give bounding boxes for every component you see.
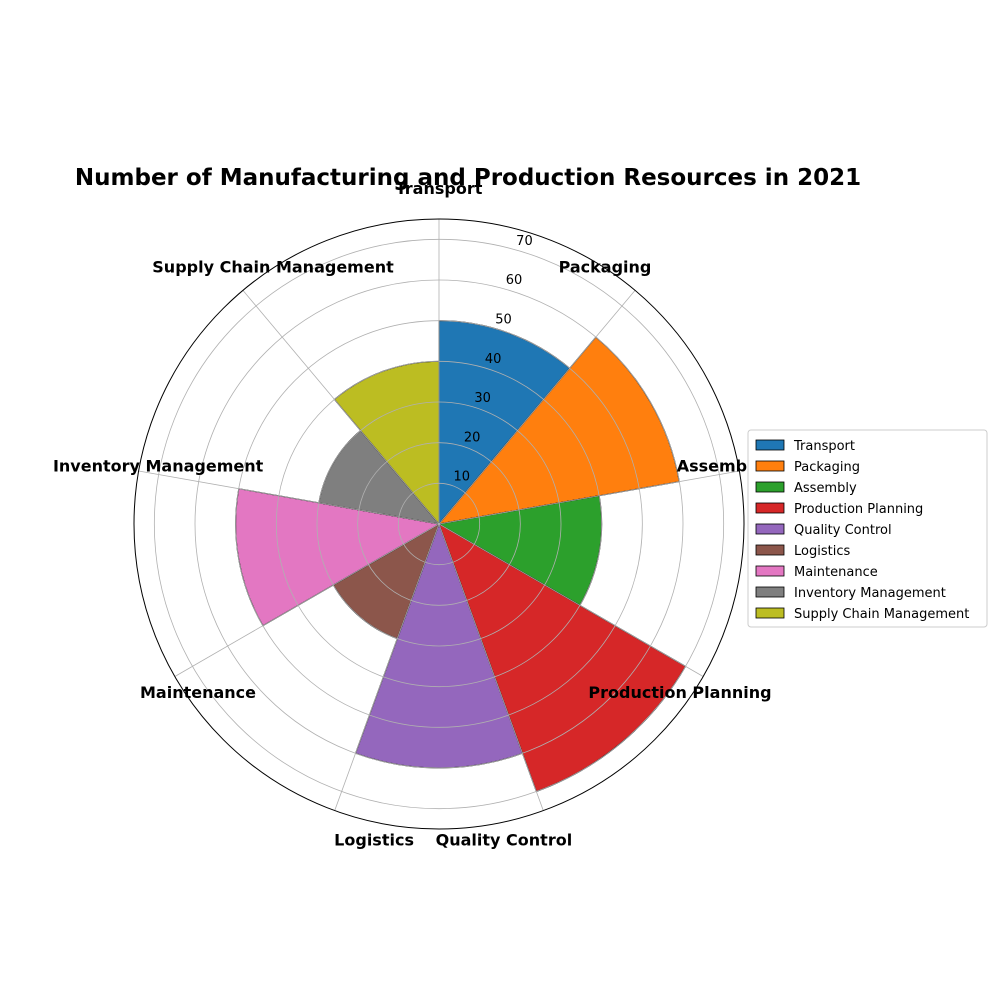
- polar-frame: [133, 218, 745, 830]
- category-label-production-planning: Production Planning: [588, 683, 771, 702]
- category-label-assembly: Assembly: [677, 457, 764, 476]
- axis-layer: 10 20 30 40 50 60 70 Transport Packaging Assembly…: [53, 179, 772, 850]
- legend-swatch-supply-chain-management: [755, 607, 785, 619]
- legend: Transport Packaging Assembly Production Pla…: [747, 429, 988, 628]
- legend-swatch-transport: [755, 439, 785, 451]
- r-tick-label: 20: [464, 430, 481, 445]
- legend-label-transport: Transport: [793, 439, 855, 454]
- category-label-quality-control: Quality Control: [436, 831, 573, 850]
- legend-label-supply-chain-management: Supply Chain Management: [794, 607, 969, 622]
- radial-gridline: [438, 290, 636, 525]
- category-label-inventory-management: Inventory Management: [53, 457, 264, 476]
- legend-swatch-assembly: [755, 481, 785, 493]
- legend-label-packaging: Packaging: [794, 460, 860, 475]
- legend-swatch-maintenance: [755, 565, 785, 577]
- radial-gridline: [138, 470, 440, 525]
- r-tick-label: 60: [506, 273, 523, 288]
- legend-label-assembly: Assembly: [794, 481, 857, 496]
- legend-swatch-quality-control: [755, 523, 785, 535]
- r-tick-label: 10: [453, 470, 470, 485]
- grid-layer: [138, 219, 740, 811]
- legend-label-quality-control: Quality Control: [794, 523, 892, 538]
- category-label-supply-chain-management: Supply Chain Management: [152, 258, 394, 277]
- legend-swatch-production-planning: [755, 502, 785, 514]
- legend-box: [747, 429, 988, 628]
- radial-gridline: [174, 523, 440, 677]
- chart-title: Number of Manufacturing and Production R…: [75, 165, 861, 191]
- category-label-maintenance: Maintenance: [140, 683, 256, 702]
- radial-gridline: [242, 290, 440, 525]
- category-label-transport: Transport: [396, 179, 483, 198]
- legend-label-maintenance: Maintenance: [794, 565, 878, 580]
- r-tick-label: 70: [516, 234, 533, 249]
- radial-gridline: [438, 470, 740, 525]
- category-label-logistics: Logistics: [334, 831, 414, 850]
- legend-label-production-planning: Production Planning: [794, 502, 923, 517]
- legend-label-inventory-management: Inventory Management: [794, 586, 946, 601]
- category-label-packaging: Packaging: [559, 258, 652, 277]
- bars-layer: [235, 320, 687, 793]
- legend-swatch-logistics: [755, 544, 785, 556]
- legend-label-logistics: Logistics: [794, 544, 850, 559]
- legend-swatch-packaging: [755, 460, 785, 472]
- radial-gridline: [334, 523, 440, 811]
- legend-swatch-inventory-management: [755, 586, 785, 598]
- r-tick-label: 40: [485, 352, 502, 367]
- r-tick-label: 30: [474, 391, 491, 406]
- r-tick-label: 50: [495, 313, 512, 328]
- radial-gridline: [438, 523, 544, 811]
- radial-gridline: [438, 523, 704, 677]
